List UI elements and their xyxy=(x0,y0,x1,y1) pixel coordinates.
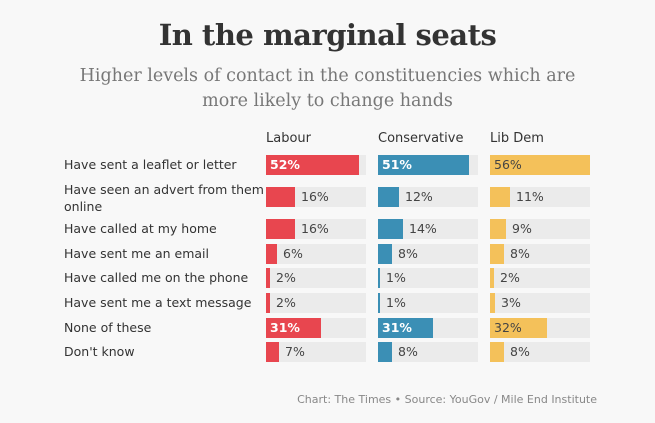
chart-source: Chart: The Times • Source: YouGov / Mile… xyxy=(297,393,597,406)
data-label: 1% xyxy=(386,270,406,285)
data-label: 1% xyxy=(386,295,406,310)
bar-track: 2% xyxy=(266,268,366,288)
data-label: 12% xyxy=(405,189,433,204)
data-label: 51% xyxy=(382,157,412,172)
bar xyxy=(490,155,590,175)
data-label: 8% xyxy=(510,344,530,359)
data-label: 8% xyxy=(510,246,530,261)
data-label: 31% xyxy=(270,320,300,335)
data-label: 32% xyxy=(494,320,522,335)
data-label: 16% xyxy=(301,189,329,204)
bar xyxy=(266,155,359,175)
bar-track: 11% xyxy=(490,187,590,207)
bar-track: 51% xyxy=(378,155,478,175)
bar-track: 7% xyxy=(266,342,366,362)
category-label: Have seen an advert from them online xyxy=(64,182,264,214)
bar-track: 2% xyxy=(266,293,366,313)
data-label: 2% xyxy=(500,270,520,285)
bar-track: 32% xyxy=(490,318,590,338)
bar-track: 8% xyxy=(490,244,590,264)
bar-track: 14% xyxy=(378,219,478,239)
data-label: 52% xyxy=(270,157,300,172)
data-label: 6% xyxy=(283,246,303,261)
bar xyxy=(378,342,392,362)
data-label: 3% xyxy=(501,295,521,310)
bar-track: 3% xyxy=(490,293,590,313)
bar xyxy=(490,268,494,288)
category-label: Have sent me a text message xyxy=(64,295,252,310)
bar xyxy=(378,244,392,264)
chart-subtitle: Higher levels of contact in the constitu… xyxy=(79,66,576,111)
bar-track: 52% xyxy=(266,155,366,175)
legend-conservative: Conservative xyxy=(378,131,464,146)
bar xyxy=(378,268,380,288)
bar-track: 1% xyxy=(378,293,478,313)
category-label: Have called me on the phone xyxy=(64,270,249,285)
bar-track: 16% xyxy=(266,219,366,239)
bar-track: 8% xyxy=(378,342,478,362)
bar-track: 6% xyxy=(266,244,366,264)
data-label: 31% xyxy=(382,320,412,335)
bar xyxy=(378,155,469,175)
bar xyxy=(378,318,433,338)
data-label: 11% xyxy=(516,189,544,204)
bar xyxy=(378,219,403,239)
legend-labour: Labour xyxy=(266,131,311,146)
bar-track: 1% xyxy=(378,268,478,288)
bar xyxy=(378,187,399,207)
bar xyxy=(490,219,506,239)
bar-track: 12% xyxy=(378,187,478,207)
bar xyxy=(266,268,270,288)
bar-track: 8% xyxy=(490,342,590,362)
bar-track: 56% xyxy=(490,155,590,175)
category-label: Have sent me an email xyxy=(64,246,209,261)
bar-track: 2% xyxy=(490,268,590,288)
bar xyxy=(490,244,504,264)
data-label: 16% xyxy=(301,221,329,236)
data-label: 14% xyxy=(409,221,437,236)
category-label: Have sent a leaflet or letter xyxy=(64,157,237,172)
bar xyxy=(490,293,495,313)
data-label: 7% xyxy=(285,344,305,359)
data-label: 56% xyxy=(494,157,522,172)
data-label: 9% xyxy=(512,221,532,236)
chart-title: In the marginal seats xyxy=(158,18,497,52)
bar-track: 31% xyxy=(378,318,478,338)
bar-track: 8% xyxy=(378,244,478,264)
bar xyxy=(266,244,277,264)
category-label: Have called at my home xyxy=(64,221,217,236)
bar xyxy=(266,342,279,362)
bar-track: 9% xyxy=(490,219,590,239)
bar xyxy=(266,219,295,239)
bar xyxy=(490,187,510,207)
bar xyxy=(490,342,504,362)
bar-track: 31% xyxy=(266,318,366,338)
data-label: 2% xyxy=(276,270,296,285)
bar xyxy=(266,293,270,313)
bar xyxy=(266,318,321,338)
data-label: 2% xyxy=(276,295,296,310)
bar xyxy=(378,293,380,313)
bar xyxy=(490,318,547,338)
category-label: Don't know xyxy=(64,344,135,359)
bar xyxy=(266,187,295,207)
data-label: 8% xyxy=(398,246,418,261)
data-label: 8% xyxy=(398,344,418,359)
bar-track: 16% xyxy=(266,187,366,207)
legend-lib-dem: Lib Dem xyxy=(490,131,544,146)
category-label: None of these xyxy=(64,320,152,335)
